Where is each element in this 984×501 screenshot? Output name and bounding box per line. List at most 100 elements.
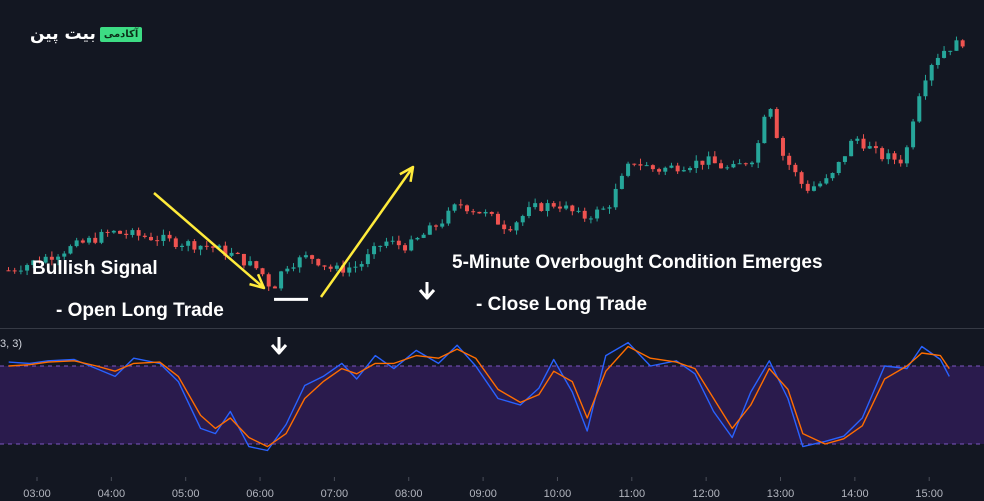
x-tick-label-7: 10:00 — [544, 488, 572, 500]
candle-body-113 — [706, 156, 711, 165]
candle-body-152 — [948, 50, 953, 52]
candle-body-149 — [929, 65, 934, 81]
candle-body-73 — [458, 204, 463, 206]
candle-body-3 — [25, 265, 30, 271]
x-tick-label-5: 08:00 — [395, 488, 423, 500]
candle-body-132 — [824, 178, 829, 184]
candle-body-49 — [310, 255, 315, 259]
x-tick-label-9: 12:00 — [692, 488, 720, 500]
candle-body-127 — [793, 164, 798, 173]
stoch-d-line — [8, 345, 950, 448]
candle-body-16 — [105, 231, 110, 233]
candle-body-60 — [378, 245, 383, 247]
candle-body-0 — [6, 270, 11, 272]
candle-body-139 — [867, 146, 872, 149]
candle-body-117 — [731, 164, 736, 168]
candle-body-33 — [210, 246, 215, 248]
candle-body-142 — [886, 153, 891, 160]
x-tick-label-4: 07:00 — [321, 488, 349, 500]
candle-body-115 — [719, 163, 724, 169]
candle-body-2 — [18, 270, 23, 272]
candle-body-145 — [904, 147, 909, 164]
candle-body-86 — [539, 203, 544, 211]
bullish-signal-label: Bullish Signal — [32, 258, 158, 279]
candle-body-107 — [669, 165, 674, 168]
down-trend-arrow-shaft — [153, 192, 265, 289]
stochastic-oscillator — [0, 341, 984, 452]
candle-body-147 — [917, 96, 922, 122]
candle-body-35 — [223, 245, 228, 256]
candle-body-64 — [403, 245, 408, 251]
candle-body-125 — [780, 137, 785, 156]
candle-body-101 — [632, 163, 637, 165]
logo-badge: آکادمی — [99, 26, 143, 42]
candle-body-88 — [551, 203, 556, 207]
candle-body-15 — [99, 231, 104, 243]
candle-body-123 — [768, 109, 773, 117]
candle-body-29 — [186, 241, 191, 246]
candle-body-96 — [601, 208, 606, 210]
close-long-label: - Close Long Trade — [476, 294, 648, 315]
candle-body-102 — [638, 164, 643, 166]
candle-body-20 — [130, 230, 135, 235]
candle-body-137 — [855, 138, 860, 141]
candle-body-30 — [192, 241, 197, 250]
candle-body-11 — [74, 240, 79, 247]
x-tick-label-0: 03:00 — [23, 488, 51, 500]
candle-body-13 — [87, 237, 92, 243]
candle-body-56 — [353, 266, 358, 268]
candle-body-63 — [396, 240, 401, 246]
candle-body-22 — [142, 235, 147, 237]
candle-body-21 — [136, 230, 141, 236]
entry-down-arrow-head — [270, 344, 288, 355]
candle-body-27 — [173, 238, 178, 248]
candle-body-91 — [570, 205, 575, 212]
candle-body-7 — [49, 256, 54, 260]
candle-body-46 — [291, 267, 296, 269]
candle-body-136 — [849, 140, 854, 157]
candle-body-131 — [818, 183, 823, 187]
candle-body-44 — [279, 271, 284, 289]
price-candles — [6, 36, 965, 292]
candle-body-133 — [830, 173, 835, 179]
candle-body-79 — [495, 213, 500, 225]
candle-body-148 — [923, 80, 928, 97]
candle-body-85 — [533, 203, 538, 208]
candle-body-17 — [111, 230, 116, 233]
candle-body-89 — [557, 206, 562, 209]
candle-body-154 — [960, 40, 965, 47]
candle-body-146 — [911, 121, 916, 148]
stoch-k-line — [8, 341, 950, 452]
candle-body-134 — [836, 161, 841, 174]
x-tick-label-8: 11:00 — [618, 488, 645, 500]
candle-body-151 — [942, 50, 947, 58]
candle-body-94 — [588, 218, 593, 220]
candle-body-12 — [80, 240, 85, 243]
x-tick-label-6: 09:00 — [469, 488, 497, 500]
candle-body-24 — [155, 240, 160, 242]
candle-body-150 — [935, 57, 940, 66]
candle-body-8 — [56, 256, 61, 260]
candle-body-119 — [743, 163, 748, 165]
x-tick-label-2: 05:00 — [172, 488, 200, 500]
candle-body-121 — [756, 143, 761, 163]
candle-body-70 — [440, 223, 445, 227]
x-tick-label-3: 06:00 — [246, 488, 274, 500]
candle-body-99 — [619, 175, 624, 189]
candle-body-51 — [322, 265, 327, 267]
candle-body-124 — [774, 109, 779, 138]
logo: بیت پین آکادمی — [30, 24, 143, 44]
candle-body-50 — [316, 258, 321, 266]
candle-body-19 — [124, 233, 129, 235]
candle-body-68 — [427, 225, 432, 235]
candle-body-135 — [842, 156, 847, 162]
price-annotations — [153, 165, 415, 301]
candle-body-55 — [347, 267, 352, 273]
candle-body-78 — [489, 211, 494, 214]
candle-body-65 — [409, 239, 414, 251]
candle-body-82 — [514, 222, 519, 231]
candle-body-87 — [545, 203, 550, 211]
candle-body-25 — [161, 234, 166, 242]
candle-body-71 — [446, 210, 451, 224]
